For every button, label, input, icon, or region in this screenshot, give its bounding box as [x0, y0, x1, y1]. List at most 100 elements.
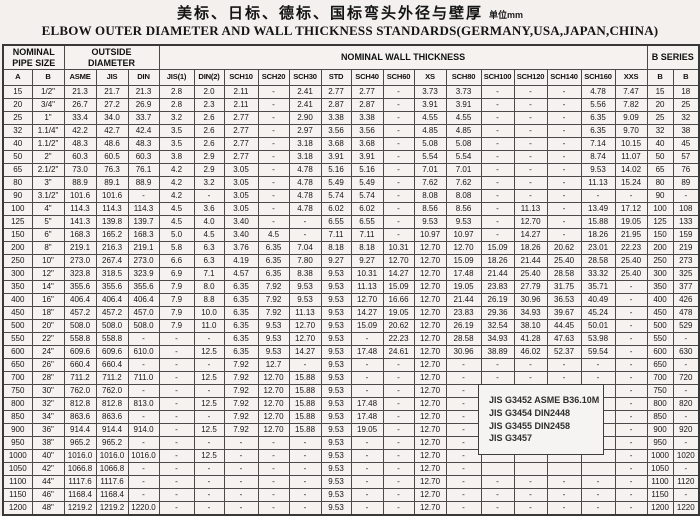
cell: - — [193, 501, 225, 516]
cell: 10.31 — [350, 267, 384, 281]
cell: 478 — [672, 306, 700, 320]
cell: 4.55 — [445, 111, 482, 125]
cell: 6.3 — [193, 254, 225, 268]
cell: 14.02 — [614, 163, 648, 177]
cell: 1016.0 — [95, 449, 129, 463]
cell: - — [257, 111, 290, 125]
cell: 50 — [646, 150, 674, 164]
cell: - — [614, 501, 648, 516]
cell: - — [445, 436, 482, 450]
cell: 900 — [2, 423, 33, 437]
cell: 500 — [646, 319, 674, 333]
cell: 25 — [2, 111, 33, 125]
cell: 273.0 — [127, 254, 160, 268]
cell: 15.09 — [382, 280, 415, 294]
cell: - — [382, 423, 415, 437]
cell: 60.3 — [127, 150, 160, 164]
cell: 21.3 — [127, 85, 160, 99]
cell: 125 — [2, 215, 33, 229]
cell: - — [382, 98, 415, 112]
cell: - — [614, 462, 648, 476]
cell: 4" — [31, 202, 65, 216]
cell: 12.70 — [257, 423, 290, 437]
table-row: 400 16" 406.4 406.4 406.4 7.9 8.8 6.35 7.92 9.53 9… — [2, 293, 700, 307]
cell: 15 — [2, 85, 33, 99]
cell: 7.92 — [223, 410, 259, 424]
cell: - — [257, 98, 290, 112]
cell: - — [480, 85, 515, 99]
cell: 33.4 — [63, 111, 97, 125]
cell: 73.0 — [63, 163, 97, 177]
cell: 17.48 — [350, 397, 384, 411]
cell: - — [445, 423, 482, 437]
cell: 965.2 — [63, 436, 97, 450]
column-header-asme: ASME — [63, 69, 97, 86]
cell: 9.53 — [320, 306, 352, 320]
cell: 40 — [646, 137, 674, 151]
cell: - — [513, 111, 548, 125]
cell: 1016.0 — [63, 449, 97, 463]
cell: 7.80 — [288, 254, 322, 268]
cell: - — [513, 124, 548, 138]
cell: - — [546, 501, 582, 516]
cell: 2.77 — [350, 85, 384, 99]
cell: - — [193, 488, 225, 502]
cell: 47.63 — [546, 332, 582, 346]
cell: 26" — [31, 358, 65, 372]
cell: - — [445, 384, 482, 398]
cell: 12.5 — [193, 345, 225, 359]
cell: 7.14 — [580, 137, 616, 151]
cell: 7.01 — [413, 163, 447, 177]
cell: 812.8 — [95, 397, 129, 411]
cell: 12.5 — [193, 423, 225, 437]
cell: 8.18 — [320, 241, 352, 255]
cell: - — [158, 371, 195, 385]
cell: - — [580, 371, 616, 385]
cell — [513, 462, 548, 476]
cell: 42.4 — [127, 124, 160, 138]
cell: 14.27 — [288, 345, 322, 359]
cell: - — [672, 488, 700, 502]
cell: 550 — [646, 332, 674, 346]
cell: - — [546, 111, 582, 125]
cell: - — [127, 189, 160, 203]
cell: - — [257, 137, 290, 151]
cell: 18.26 — [480, 254, 515, 268]
cell: - — [288, 462, 322, 476]
cell: 38.10 — [513, 319, 548, 333]
cell: 38" — [31, 436, 65, 450]
cell: 26.7 — [63, 98, 97, 112]
cell: 15 — [646, 85, 674, 99]
cell: 24.61 — [382, 345, 415, 359]
cell: - — [614, 436, 648, 450]
cell: - — [350, 358, 384, 372]
cell: 3.18 — [288, 137, 322, 151]
cell: 12.70 — [257, 371, 290, 385]
cell: - — [350, 384, 384, 398]
cell: 65 — [646, 163, 674, 177]
cell: 3.56 — [320, 124, 352, 138]
table-row: 250 10" 273.0 267.4 273.0 6.6 6.3 4.19 6.35 7.80 9… — [2, 254, 700, 268]
cell: - — [480, 488, 515, 502]
cell: 12.70 — [413, 449, 447, 463]
cell: 133 — [672, 215, 700, 229]
cell: - — [614, 449, 648, 463]
cell: 2.8 — [158, 85, 195, 99]
cell: - — [672, 189, 700, 203]
cell: 10.97 — [413, 228, 447, 242]
cell: 9.53 — [320, 384, 352, 398]
cell: 2.77 — [223, 111, 259, 125]
cell: - — [257, 449, 290, 463]
cell: - — [614, 358, 648, 372]
cell: 52.37 — [546, 345, 582, 359]
cell: 16.66 — [382, 293, 415, 307]
cell: 1066.8 — [63, 462, 97, 476]
cell: 12.70 — [413, 345, 447, 359]
cell: 800 — [2, 397, 33, 411]
cell: 12.70 — [413, 436, 447, 450]
cell: 8.8 — [193, 293, 225, 307]
cell: - — [672, 462, 700, 476]
cell: 762.0 — [63, 384, 97, 398]
cell: - — [158, 501, 195, 516]
column-header-sch10: SCH10 — [223, 69, 259, 86]
